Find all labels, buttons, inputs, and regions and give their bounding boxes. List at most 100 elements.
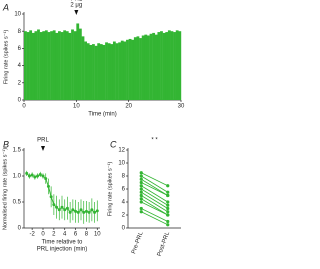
- point: [166, 206, 170, 211]
- bar: [110, 44, 114, 100]
- pair-line: [141, 175, 168, 193]
- point: [87, 210, 91, 214]
- x-tick-label: 30: [178, 104, 185, 110]
- point: [71, 208, 75, 212]
- point: [44, 177, 48, 181]
- bar: [73, 31, 77, 101]
- bar: [112, 41, 116, 100]
- pair-line: [141, 195, 168, 213]
- y-tick-label: 2: [122, 213, 126, 219]
- bar: [146, 35, 150, 100]
- pair-line: [141, 208, 168, 222]
- x-tick-label: Pre-PRL: [131, 231, 145, 255]
- bar: [39, 32, 43, 101]
- bar: [173, 32, 176, 101]
- point: [90, 208, 94, 212]
- x-tick-label: 2: [52, 232, 56, 238]
- point: [65, 206, 69, 210]
- y-tick-label: 1.5: [13, 148, 22, 154]
- x-axis-label: Time (min): [88, 112, 116, 118]
- y-tick-label: 10: [118, 161, 125, 167]
- point: [166, 213, 170, 217]
- x-tick-label: 0: [22, 104, 26, 110]
- y-tick-label: 8: [122, 174, 126, 180]
- y-axis-label: Normalised firing rate (spikes s⁻¹): [2, 148, 8, 230]
- point: [49, 195, 53, 199]
- bar: [120, 40, 124, 100]
- bar: [102, 44, 106, 100]
- point: [38, 172, 42, 176]
- point: [166, 184, 170, 188]
- point: [139, 187, 143, 191]
- point: [25, 171, 29, 175]
- bar: [160, 31, 163, 101]
- point: [166, 193, 170, 198]
- y-tick-label: 6: [122, 187, 126, 193]
- point: [68, 210, 72, 214]
- bar: [107, 43, 111, 100]
- point: [139, 210, 143, 214]
- y-tick-label: 2: [18, 80, 22, 86]
- bar: [157, 32, 161, 101]
- point: [166, 219, 170, 224]
- bar: [126, 39, 129, 100]
- bar: [170, 31, 174, 101]
- point: [41, 174, 45, 178]
- bar: [175, 30, 179, 101]
- y-axis-label: Firing rate (spikes s⁻¹): [3, 30, 9, 85]
- point: [166, 223, 170, 227]
- bar: [76, 23, 80, 100]
- pair-line: [141, 211, 168, 226]
- y-tick-label: 0: [18, 98, 22, 104]
- pair-line: [141, 182, 168, 196]
- point: [139, 197, 143, 201]
- x-tick-label: -2: [29, 232, 35, 238]
- bar: [63, 30, 67, 101]
- point: [30, 173, 34, 177]
- annotation: PRL: [37, 138, 49, 144]
- bar: [24, 31, 27, 101]
- point: [82, 210, 86, 214]
- bar: [99, 44, 103, 100]
- pair-line: [141, 172, 168, 187]
- point: [139, 190, 143, 194]
- bar: [141, 35, 145, 100]
- point: [166, 200, 170, 204]
- panel-label: B: [3, 139, 9, 149]
- y-tick-label: 4: [122, 200, 126, 206]
- y-tick-label: 12: [118, 148, 125, 154]
- y-tick-label: 0.5: [13, 200, 22, 206]
- point: [139, 200, 143, 204]
- bar: [34, 31, 38, 101]
- x-tick-label: Post-PRL: [157, 231, 172, 258]
- bar: [84, 41, 87, 100]
- bar: [118, 42, 122, 100]
- pair-line: [141, 188, 168, 206]
- y-tick-label: 8: [18, 29, 22, 35]
- bar: [92, 44, 95, 100]
- point: [63, 208, 67, 212]
- y-tick-label: 4: [18, 63, 22, 69]
- x-axis-label: PRL injection (min): [37, 247, 87, 253]
- bar: [58, 31, 61, 101]
- y-tick-label: 6: [18, 46, 22, 52]
- x-axis-label: Time relative to: [42, 240, 83, 246]
- annotation: * *: [151, 138, 158, 144]
- bar: [37, 29, 40, 101]
- bar: [86, 43, 90, 100]
- bar: [65, 31, 69, 101]
- pair-line: [141, 198, 168, 216]
- y-axis-label: Firing rate (spikes s⁻¹): [107, 162, 113, 217]
- pair-line: [141, 201, 168, 216]
- point: [55, 205, 59, 209]
- bar: [55, 32, 59, 100]
- bar: [128, 38, 132, 100]
- bar: [81, 36, 85, 100]
- point: [93, 210, 97, 214]
- panel-label: A: [2, 2, 9, 12]
- bar: [94, 45, 98, 100]
- annotation-arrow: [74, 10, 79, 15]
- bar: [44, 30, 48, 101]
- point: [139, 184, 143, 188]
